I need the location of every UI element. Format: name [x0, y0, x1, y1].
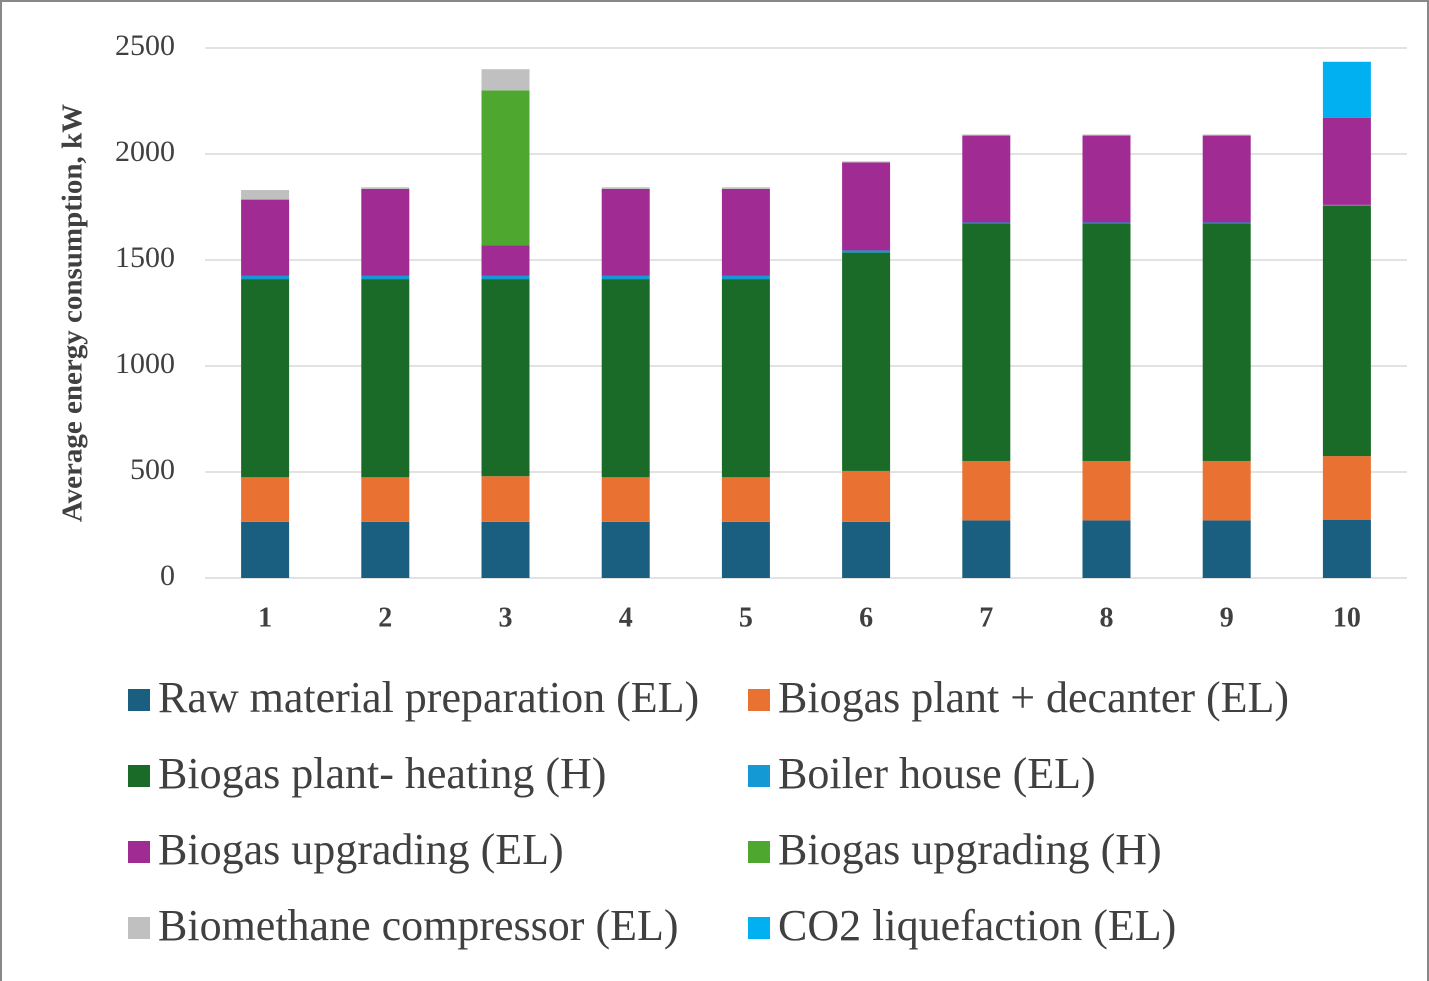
bar-segment	[481, 275, 530, 280]
bar-segment	[1082, 222, 1131, 224]
bar-segment	[842, 521, 891, 578]
legend-swatch	[748, 689, 770, 711]
bar-segment	[241, 279, 290, 478]
bar-segment	[481, 521, 530, 578]
bar-segment	[842, 250, 891, 253]
bar-segment	[481, 476, 530, 522]
bar-segment	[481, 279, 530, 477]
bar-segment	[1202, 460, 1251, 521]
bar-segment	[842, 161, 891, 163]
legend-label: Biogas plant- heating (H)	[158, 749, 606, 798]
bar-segment	[361, 188, 410, 276]
bar-segment	[601, 477, 650, 522]
bar-segment	[241, 190, 290, 200]
x-tick-label: 9	[1220, 602, 1234, 633]
legend-swatch	[748, 841, 770, 863]
legend-label: Biogas upgrading (EL)	[158, 825, 564, 874]
y-tick-label: 0	[160, 559, 175, 592]
x-tick-label: 5	[739, 602, 753, 633]
bar-segment	[842, 252, 891, 471]
legend-label: Biogas plant + decanter (EL)	[778, 673, 1289, 722]
y-axis-label: Average energy consumption, kW	[57, 104, 89, 522]
legend-swatch	[748, 917, 770, 939]
bar-segment	[1202, 520, 1251, 578]
legend-swatch	[128, 689, 150, 711]
bar-segment	[1202, 134, 1251, 136]
x-tick-label: 3	[499, 602, 513, 633]
bar-segment	[1082, 520, 1131, 578]
bar-segment	[601, 279, 650, 478]
bar-segment	[1322, 61, 1371, 118]
bar-segment	[361, 279, 410, 478]
legend-label: Raw material preparation (EL)	[158, 673, 699, 722]
x-tick-label: 4	[619, 602, 633, 633]
bar-segment	[1322, 456, 1371, 520]
bar-segment	[962, 520, 1011, 578]
bar-segment	[962, 135, 1011, 223]
bar-segment	[241, 199, 290, 276]
legend-label: Biogas upgrading (H)	[778, 825, 1162, 874]
y-tick-label: 1000	[115, 347, 175, 380]
bar-segment	[721, 187, 770, 189]
bar-segment	[842, 162, 891, 251]
bar-segment	[361, 477, 410, 522]
bar-segment	[721, 279, 770, 478]
legend-swatch	[748, 765, 770, 787]
bar-segment	[721, 188, 770, 276]
bar-segment	[361, 521, 410, 578]
legend-swatch	[128, 765, 150, 787]
x-tick-label: 10	[1333, 602, 1361, 633]
bar-segment	[962, 223, 1011, 461]
bar-segment	[361, 187, 410, 189]
bar-segment	[361, 275, 410, 280]
bar-segment	[481, 245, 530, 276]
bar-segment	[241, 275, 290, 280]
bar-segment	[1082, 134, 1131, 136]
legend-swatch	[128, 917, 150, 939]
bar-segment	[241, 521, 290, 578]
bar-segment	[1202, 135, 1251, 223]
bar-segment	[1202, 222, 1251, 224]
y-tick-label: 500	[130, 453, 175, 486]
bar-segment	[601, 188, 650, 276]
bar-segment	[962, 460, 1011, 521]
legend-swatch	[128, 841, 150, 863]
x-tick-label: 1	[258, 602, 272, 633]
bar-segment	[721, 477, 770, 522]
bar-segment	[962, 222, 1011, 224]
bar-segment	[1322, 117, 1371, 205]
bar-segment	[1082, 223, 1131, 461]
bar-segment	[1202, 223, 1251, 461]
x-tick-label: 8	[1100, 602, 1114, 633]
x-tick-label: 2	[378, 602, 392, 633]
bar-segment	[1322, 204, 1371, 206]
legend-label: Boiler house (EL)	[778, 749, 1096, 798]
y-tick-label: 2500	[115, 29, 175, 62]
bar-segment	[241, 477, 290, 522]
bar-segment	[1322, 205, 1371, 457]
bar-segment	[1082, 460, 1131, 521]
legend-label: CO2 liquefaction (EL)	[778, 901, 1176, 950]
x-tick-label: 7	[979, 602, 993, 633]
bar-segment	[842, 470, 891, 522]
bar-segment	[481, 90, 530, 246]
x-tick-label: 6	[859, 602, 873, 633]
bar-segment	[1322, 519, 1371, 578]
bar-segment	[721, 521, 770, 578]
bar-segment	[601, 187, 650, 189]
bar-segment	[962, 134, 1011, 136]
bar-segment	[601, 521, 650, 578]
bar-segment	[1082, 135, 1131, 223]
y-tick-label: 1500	[115, 241, 175, 274]
bar-segment	[601, 275, 650, 280]
bar-segment	[721, 275, 770, 280]
bar-segment	[481, 69, 530, 91]
y-tick-label: 2000	[115, 135, 175, 168]
legend-label: Biomethane compressor (EL)	[158, 901, 679, 950]
